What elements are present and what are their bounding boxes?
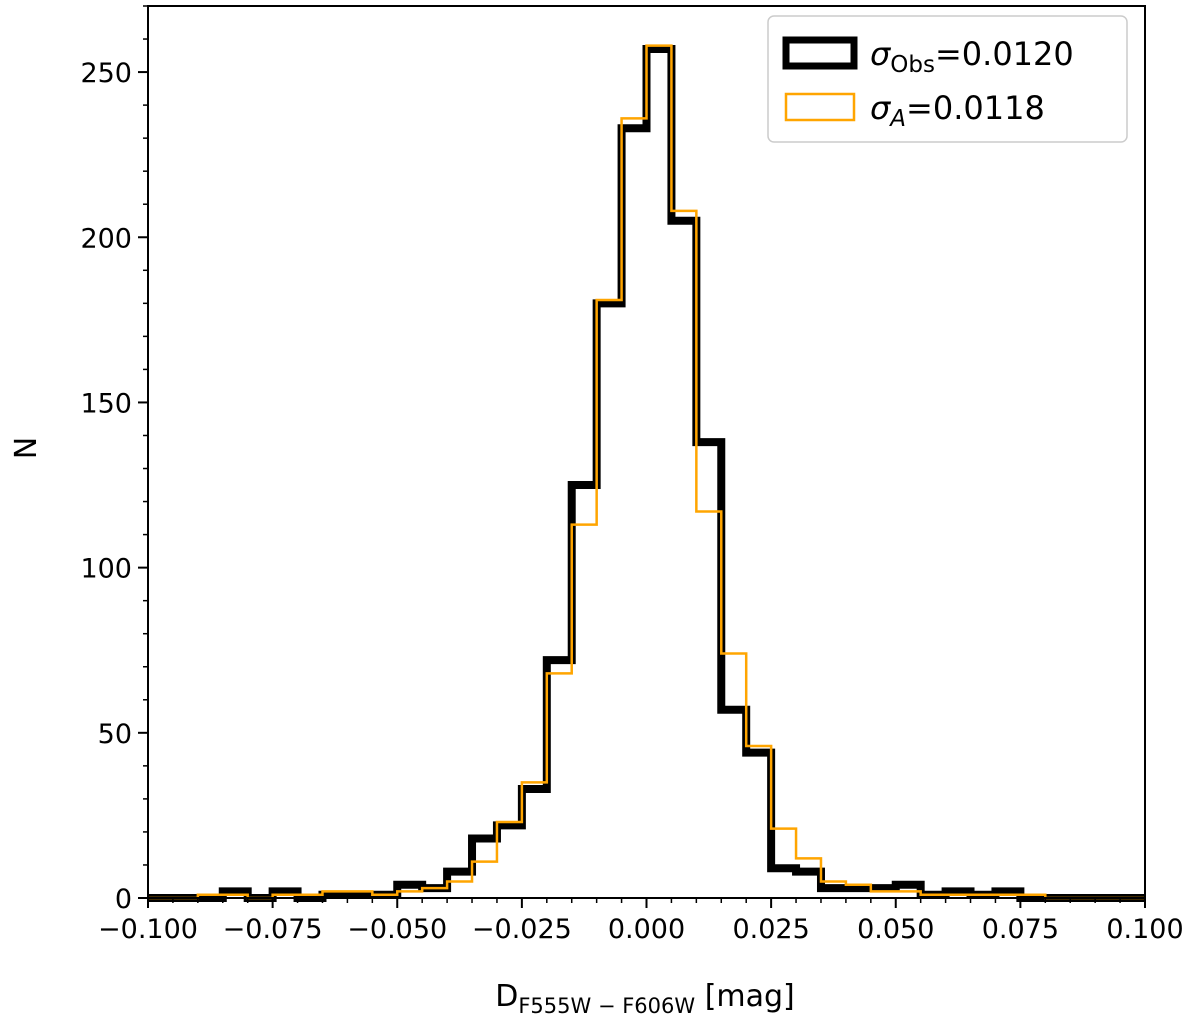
legend-swatch-a	[784, 92, 856, 122]
legend: σObs=0.0120 σA=0.0118	[767, 15, 1128, 143]
histogram-series-obs	[148, 44, 1145, 902]
plot-area	[148, 6, 1145, 898]
axes-layer: −0.100 −0.075 −0.050 −0.025 0.000 0.025 0.050 0…	[80, 5, 1184, 945]
histogram-series-a	[148, 44, 1145, 900]
y-tick-label: 100	[80, 554, 132, 585]
series-layer	[148, 44, 1145, 902]
legend-swatch-obs	[782, 36, 858, 70]
x-tick-label: −0.100	[98, 914, 198, 945]
x-tick-label: 0.025	[732, 914, 809, 945]
y-axis-label: N	[9, 437, 44, 459]
x-axis-label-subscript: F555W − F606W	[518, 994, 695, 1017]
y-tick-label: 150	[80, 388, 132, 419]
y-tick-label: 50	[98, 719, 132, 750]
y-tick-label: 0	[115, 884, 132, 915]
x-tick-label: 0.000	[608, 914, 685, 945]
x-tick-label: −0.050	[347, 914, 447, 945]
legend-label-a: σA=0.0118	[870, 89, 1045, 132]
x-tick-label: 0.075	[982, 914, 1059, 945]
x-tick-label: 0.100	[1106, 914, 1183, 945]
legend-label-obs: σObs=0.0120	[870, 35, 1074, 78]
x-tick-label: 0.050	[857, 914, 934, 945]
x-tick-label: −0.025	[472, 914, 572, 945]
legend-frame	[767, 15, 1128, 143]
y-tick-label: 250	[80, 58, 132, 89]
y-tick-label: 200	[80, 223, 132, 254]
x-axis-label-unit: [mag]	[695, 979, 795, 1014]
x-tick-label: −0.075	[223, 914, 323, 945]
plot-background	[148, 6, 1145, 898]
x-axis-label: DF555W − F606W [mag]	[495, 979, 795, 1017]
x-axis-label-main: D	[495, 979, 518, 1014]
